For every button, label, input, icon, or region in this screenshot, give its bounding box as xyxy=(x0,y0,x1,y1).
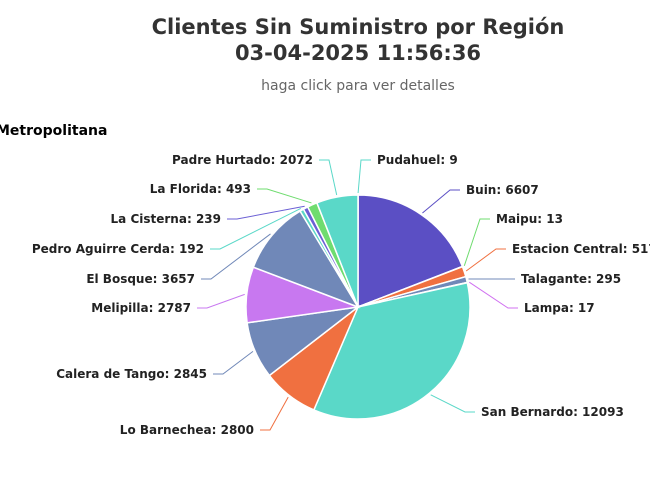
data-label: Lampa: 17 xyxy=(524,301,595,315)
label-separator: : xyxy=(440,153,449,167)
label-separator: : xyxy=(537,212,546,226)
label-value: 2072 xyxy=(280,153,313,167)
label-separator: : xyxy=(271,153,280,167)
label-value: 493 xyxy=(226,182,251,196)
data-label: Pedro Aguirre Cerda: 192 xyxy=(32,242,204,256)
data-label: Buin: 6607 xyxy=(466,183,539,197)
leader-line xyxy=(357,159,371,194)
label-separator: : xyxy=(623,242,632,256)
leader-line xyxy=(319,159,338,196)
label-name: San Bernardo xyxy=(481,405,573,419)
label-value: 2787 xyxy=(158,301,191,315)
label-name: Padre Hurtado xyxy=(172,153,271,167)
label-name: El Bosque xyxy=(86,272,152,286)
label-value: 17 xyxy=(578,301,595,315)
label-name: Estacion Central xyxy=(512,242,623,256)
label-value: 3657 xyxy=(162,272,195,286)
leader-line xyxy=(227,205,305,220)
leader-line xyxy=(430,394,475,413)
data-label: Calera de Tango: 2845 xyxy=(56,367,207,381)
label-value: 2800 xyxy=(221,423,254,437)
data-label: Pudahuel: 9 xyxy=(377,153,458,167)
label-name: La Florida xyxy=(150,182,217,196)
leader-line xyxy=(465,248,506,272)
chart-subtitle: 03-04-2025 11:56:36 xyxy=(235,41,481,65)
label-separator: : xyxy=(212,423,221,437)
pie-slice[interactable] xyxy=(315,194,359,308)
label-value: 13 xyxy=(546,212,563,226)
pie-slice[interactable] xyxy=(357,194,464,309)
label-separator: : xyxy=(153,272,162,286)
pie-slice[interactable] xyxy=(252,210,360,309)
data-label: La Florida: 493 xyxy=(150,182,251,196)
label-value: 6607 xyxy=(505,183,538,197)
label-separator: : xyxy=(569,301,578,315)
leader-line xyxy=(422,189,460,214)
label-value: 12093 xyxy=(582,405,624,419)
leader-line xyxy=(468,281,518,309)
label-separator: : xyxy=(587,272,596,286)
label-value: 239 xyxy=(196,212,221,226)
label-value: 192 xyxy=(179,242,204,256)
label-name: Maipu xyxy=(496,212,537,226)
series-name: Metropolitana xyxy=(0,123,107,139)
label-value: 9 xyxy=(449,153,457,167)
label-name: Lo Barnechea xyxy=(120,423,212,437)
leader-line xyxy=(260,396,289,431)
label-separator: : xyxy=(217,182,226,196)
leader-line xyxy=(210,207,301,250)
label-name: Pedro Aguirre Cerda xyxy=(32,242,170,256)
data-label: Melipilla: 2787 xyxy=(91,301,191,315)
data-label: San Bernardo: 12093 xyxy=(481,405,624,419)
label-name: Talagante xyxy=(521,272,587,286)
data-label: Padre Hurtado: 2072 xyxy=(172,153,313,167)
data-label: Maipu: 13 xyxy=(496,212,563,226)
label-separator: : xyxy=(573,405,582,419)
leader-line xyxy=(213,350,254,375)
label-separator: : xyxy=(187,212,196,226)
chart-caption: haga click para ver detalles xyxy=(261,78,455,94)
label-name: Melipilla xyxy=(91,301,148,315)
chart-title: Clientes Sin Suministro por Región xyxy=(152,15,565,39)
leader-line xyxy=(201,233,271,280)
label-value: 2845 xyxy=(174,367,207,381)
label-name: Calera de Tango xyxy=(56,367,164,381)
label-separator: : xyxy=(165,367,174,381)
label-value: 517 xyxy=(632,242,650,256)
label-name: Pudahuel xyxy=(377,153,440,167)
label-name: Buin xyxy=(466,183,496,197)
data-label: La Cisterna: 239 xyxy=(111,212,221,226)
leader-line xyxy=(257,188,312,204)
leader-line xyxy=(463,218,490,266)
data-label: Talagante: 295 xyxy=(521,272,621,286)
data-label: Estacion Central: 517 xyxy=(512,242,650,256)
label-value: 295 xyxy=(596,272,621,286)
pie-slice[interactable] xyxy=(312,281,471,420)
label-separator: : xyxy=(496,183,505,197)
leader-line xyxy=(197,293,245,309)
label-separator: : xyxy=(149,301,158,315)
label-separator: : xyxy=(170,242,179,256)
data-label: El Bosque: 3657 xyxy=(86,272,195,286)
data-label: Lo Barnechea: 2800 xyxy=(120,423,254,437)
label-name: Lampa xyxy=(524,301,569,315)
label-name: La Cisterna xyxy=(111,212,187,226)
